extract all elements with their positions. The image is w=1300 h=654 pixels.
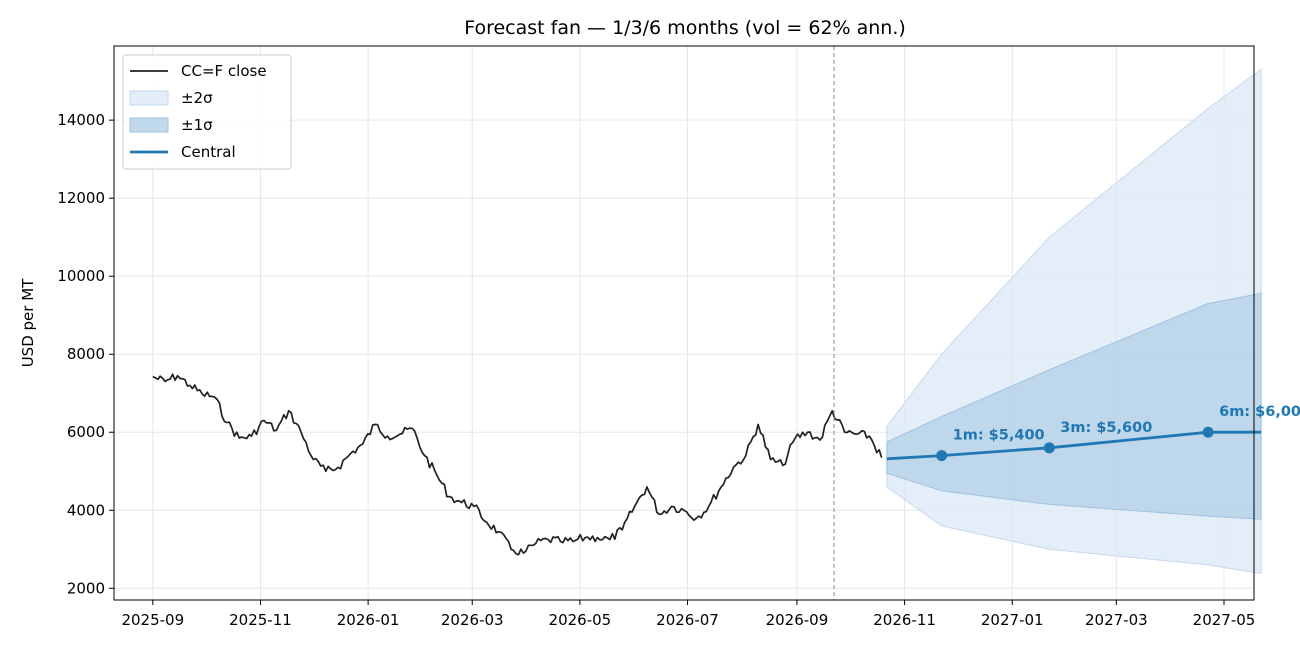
x-tick-label: 2027-05 <box>1193 611 1256 629</box>
history-line <box>152 373 883 556</box>
legend-label: CC=F close <box>181 62 267 80</box>
x-tick-label: 2027-03 <box>1085 611 1148 629</box>
x-tick-label: 2025-09 <box>121 611 184 629</box>
forecast-marker <box>936 450 948 462</box>
chart-title: Forecast fan — 1/3/6 months (vol = 62% a… <box>464 17 906 39</box>
y-axis-label: USD per MT <box>19 278 37 367</box>
y-tick-label: 2000 <box>67 579 105 597</box>
forecast-annotation: 6m: $6,000 <box>1219 404 1300 420</box>
band-1sigma <box>886 292 1262 520</box>
y-tick-label: 10000 <box>57 267 105 285</box>
forecast-marker <box>1202 426 1214 438</box>
axes-frame <box>113 45 1255 601</box>
x-tick-label: 2026-07 <box>656 611 719 629</box>
x-tick-label: 2025-11 <box>229 611 292 629</box>
x-tick-label: 2026-11 <box>873 611 936 629</box>
x-tick-label: 2026-05 <box>549 611 612 629</box>
y-tick-label: 8000 <box>67 345 105 363</box>
legend-box <box>122 54 292 170</box>
x-tick-label: 2027-01 <box>981 611 1044 629</box>
x-tick-label: 2026-03 <box>441 611 504 629</box>
y-tick-label: 12000 <box>57 189 105 207</box>
y-tick-label: 14000 <box>57 111 105 129</box>
x-tick-label: 2026-01 <box>337 611 400 629</box>
forecast-annotation: 3m: $5,600 <box>1060 420 1152 436</box>
legend-label: ±2σ <box>181 89 213 107</box>
plot-area: 1m: $5,400 3m: $5,600 6m: $6,000 2025-09 202… <box>57 45 1300 629</box>
legend: CC=F close ±2σ ±1σ Central <box>122 54 292 170</box>
legend-label: Central <box>181 143 236 161</box>
y-tick-label: 4000 <box>67 501 105 519</box>
forecast-marker <box>1043 442 1055 454</box>
forecast-annotation: 1m: $5,400 <box>953 428 1045 444</box>
y-tick-label: 6000 <box>67 423 105 441</box>
legend-label: ±1σ <box>181 116 213 134</box>
legend-swatch <box>129 117 169 133</box>
legend-swatch <box>129 90 169 106</box>
x-tick-label: 2026-09 <box>766 611 829 629</box>
